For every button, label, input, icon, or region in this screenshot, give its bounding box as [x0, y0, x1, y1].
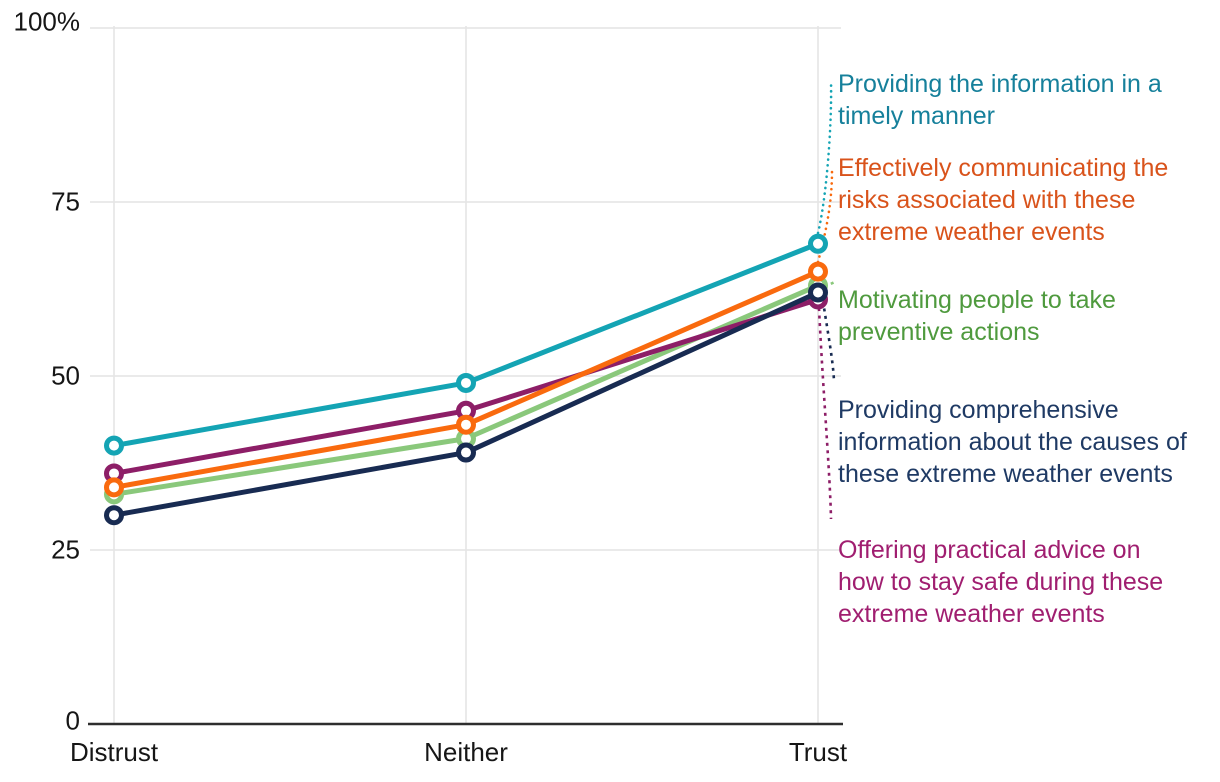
series-label-line: Motivating people to take — [838, 286, 1116, 314]
series-label-timely-information: Providing the information in a timely man… — [838, 68, 1162, 132]
series-label-communicating-risks: Effectively communicating the risks assoc… — [838, 152, 1168, 248]
series-label-line: risks associated with these — [838, 186, 1136, 214]
y-tick-label: 25 — [51, 534, 80, 565]
y-tick-label: 75 — [51, 186, 80, 217]
data-point-comprehensive-causes-information-trust[interactable] — [808, 282, 828, 303]
data-point-communicating-risks-neither[interactable] — [456, 414, 476, 435]
data-point-communicating-risks-distrust[interactable] — [104, 477, 124, 498]
series-label-line: extreme weather events — [838, 600, 1105, 628]
series-comprehensive-causes-information — [104, 282, 828, 526]
series-label-comprehensive-causes-information: Providing comprehensive information about… — [838, 394, 1187, 490]
y-tick-label: 50 — [51, 360, 80, 391]
x-tick-label-trust: Trust — [788, 737, 848, 767]
x-tick-label-neither: Neither — [424, 737, 508, 767]
data-point-timely-information-trust[interactable] — [808, 233, 828, 254]
series-label-line: how to stay safe during these — [838, 568, 1164, 596]
series-label-line: these extreme weather events — [838, 460, 1173, 488]
series-label-line: timely manner — [838, 102, 995, 130]
series-label-line: information about the causes of — [838, 428, 1187, 456]
y-tick-label: 100% — [13, 6, 81, 37]
leader-line-comprehensive-causes-information — [821, 300, 836, 382]
x-tick-label-distrust: Distrust — [69, 737, 159, 767]
series-timely-information — [104, 233, 828, 456]
y-tick-label: 0 — [65, 705, 80, 736]
series-label-motivating-preventive-actions: Motivating people to take preventive acti… — [838, 284, 1116, 348]
data-point-comprehensive-causes-information-neither[interactable] — [456, 442, 476, 463]
series-label-line: extreme weather events — [838, 218, 1105, 246]
leader-line-practical-safety-advice — [817, 307, 833, 520]
series-label-line: Providing comprehensive — [838, 396, 1119, 424]
series-label-line: Offering practical advice on — [838, 536, 1141, 564]
data-point-communicating-risks-trust[interactable] — [808, 261, 828, 282]
data-point-comprehensive-causes-information-distrust[interactable] — [104, 505, 124, 526]
series-label-line: preventive actions — [838, 318, 1040, 346]
data-point-timely-information-neither[interactable] — [456, 372, 476, 393]
series-label-line: Effectively communicating the — [838, 154, 1169, 182]
leader-line-timely-information — [816, 78, 833, 235]
series-label-practical-safety-advice: Offering practical advice on how to stay … — [838, 534, 1163, 630]
series-communicating-risks — [104, 261, 828, 498]
series-label-line: Providing the information in a — [838, 70, 1162, 98]
data-point-timely-information-distrust[interactable] — [104, 435, 124, 456]
